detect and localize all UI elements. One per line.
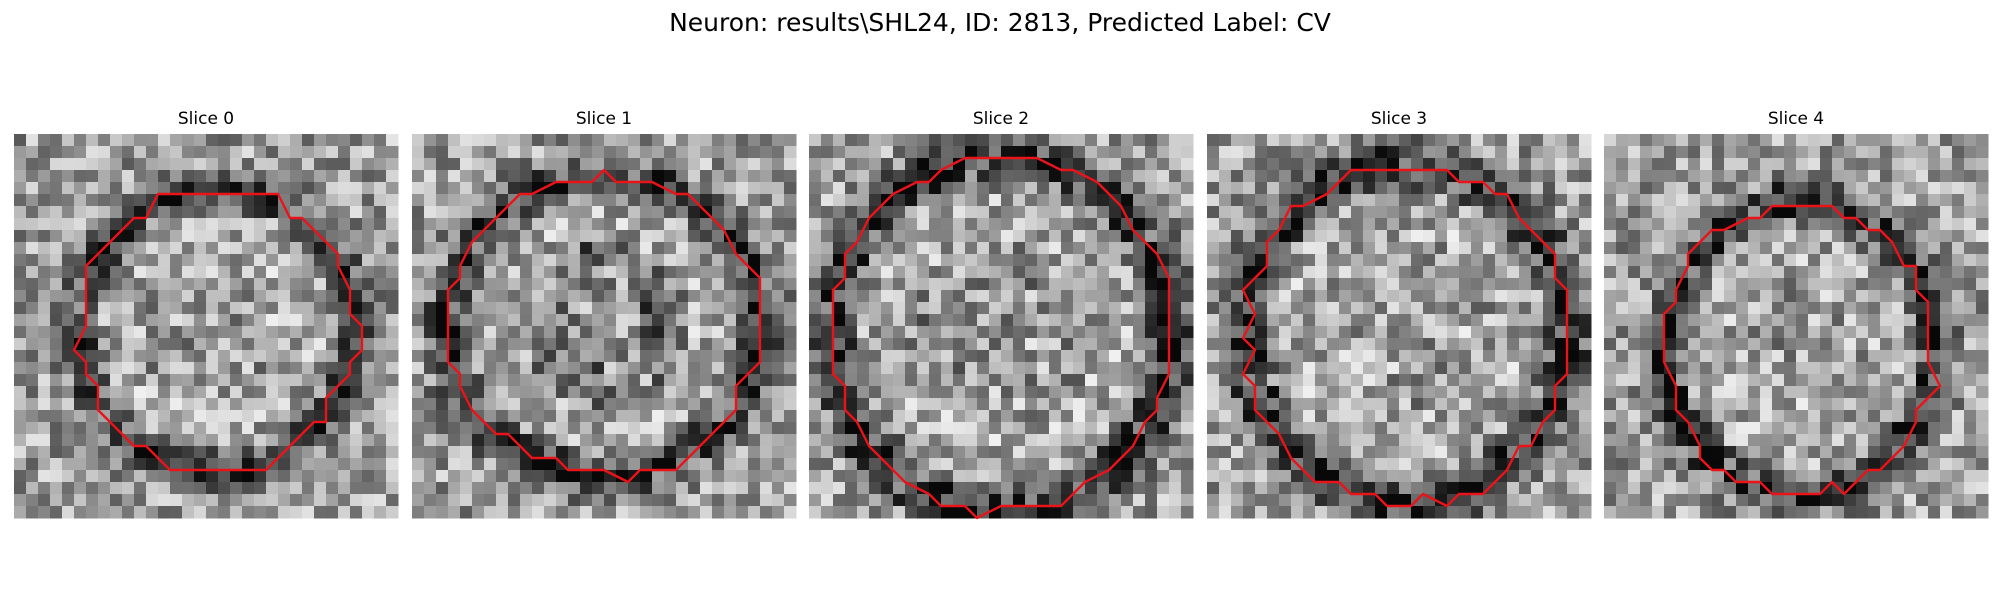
pixel-grid xyxy=(1207,134,1592,519)
segmentation-contour xyxy=(831,156,1171,520)
slice-image xyxy=(809,134,1194,520)
segmentation-contour xyxy=(1662,204,1942,496)
pixel-grid xyxy=(412,134,797,519)
slice-title: Slice 0 xyxy=(177,109,235,129)
slice-title: Slice 3 xyxy=(1370,109,1428,129)
slice-image xyxy=(1604,134,1989,519)
segmentation-contour xyxy=(446,168,762,484)
slice-title: Slice 1 xyxy=(575,109,633,129)
segmentation-contour xyxy=(72,192,364,472)
slice-image xyxy=(14,134,399,519)
figure-title: Neuron: results\SHL24, ID: 2813, Predict… xyxy=(669,8,1331,37)
pixel-grid xyxy=(1604,134,1989,519)
pixel-grid xyxy=(809,134,1194,519)
pixel-grid xyxy=(14,134,399,519)
segmentation-contour xyxy=(1241,168,1569,508)
slice-title: Slice 2 xyxy=(972,109,1030,129)
slice-image xyxy=(1207,134,1592,519)
slice-title: Slice 4 xyxy=(1767,109,1825,129)
slice-image xyxy=(412,134,797,519)
